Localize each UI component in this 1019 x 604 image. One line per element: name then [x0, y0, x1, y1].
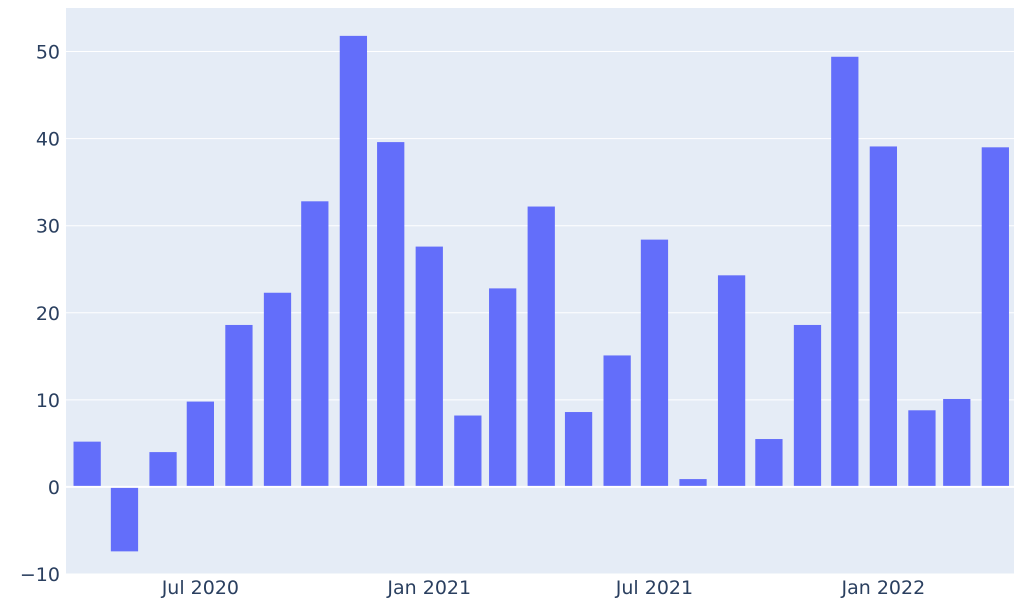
bar: [793, 324, 822, 487]
y-tick-label: 20: [36, 303, 60, 325]
bar: [377, 142, 405, 487]
y-axis-ticks: −10 0 10 20 30 40 50: [20, 42, 60, 586]
bar: [640, 239, 669, 487]
x-tick-label: Jul 2020: [161, 577, 239, 599]
bar: [679, 479, 707, 487]
bars: [73, 35, 1009, 552]
bar: [263, 292, 292, 487]
bar: [225, 324, 253, 487]
bar: [110, 486, 139, 552]
bar: [603, 355, 631, 487]
bar: [186, 401, 214, 487]
bar: [527, 206, 555, 487]
y-tick-label: 10: [36, 390, 60, 412]
x-axis-ticks: Jul 2020 Jan 2021 Jul 2021 Jan 2022: [161, 577, 926, 599]
bar: [981, 147, 1009, 487]
y-tick-label: 30: [36, 216, 60, 238]
bar: [869, 146, 898, 487]
bar: [73, 441, 101, 487]
x-tick-label: Jan 2021: [386, 577, 471, 599]
bar: [717, 275, 746, 487]
bar: [454, 415, 482, 487]
y-tick-label: 0: [48, 477, 60, 499]
bar: [908, 410, 936, 487]
x-tick-label: Jan 2022: [841, 577, 926, 599]
bar: [415, 246, 443, 487]
bar: [301, 201, 329, 487]
y-tick-label: 50: [36, 42, 60, 64]
bar: [339, 35, 368, 487]
bar: [149, 452, 177, 487]
y-tick-label: −10: [20, 564, 60, 586]
bar: [943, 398, 971, 487]
y-tick-label: 40: [36, 129, 60, 151]
bar: [564, 412, 593, 487]
x-tick-label: Jul 2021: [615, 577, 693, 599]
bar: [831, 56, 859, 487]
bar: [489, 288, 517, 487]
bar: [755, 439, 783, 487]
